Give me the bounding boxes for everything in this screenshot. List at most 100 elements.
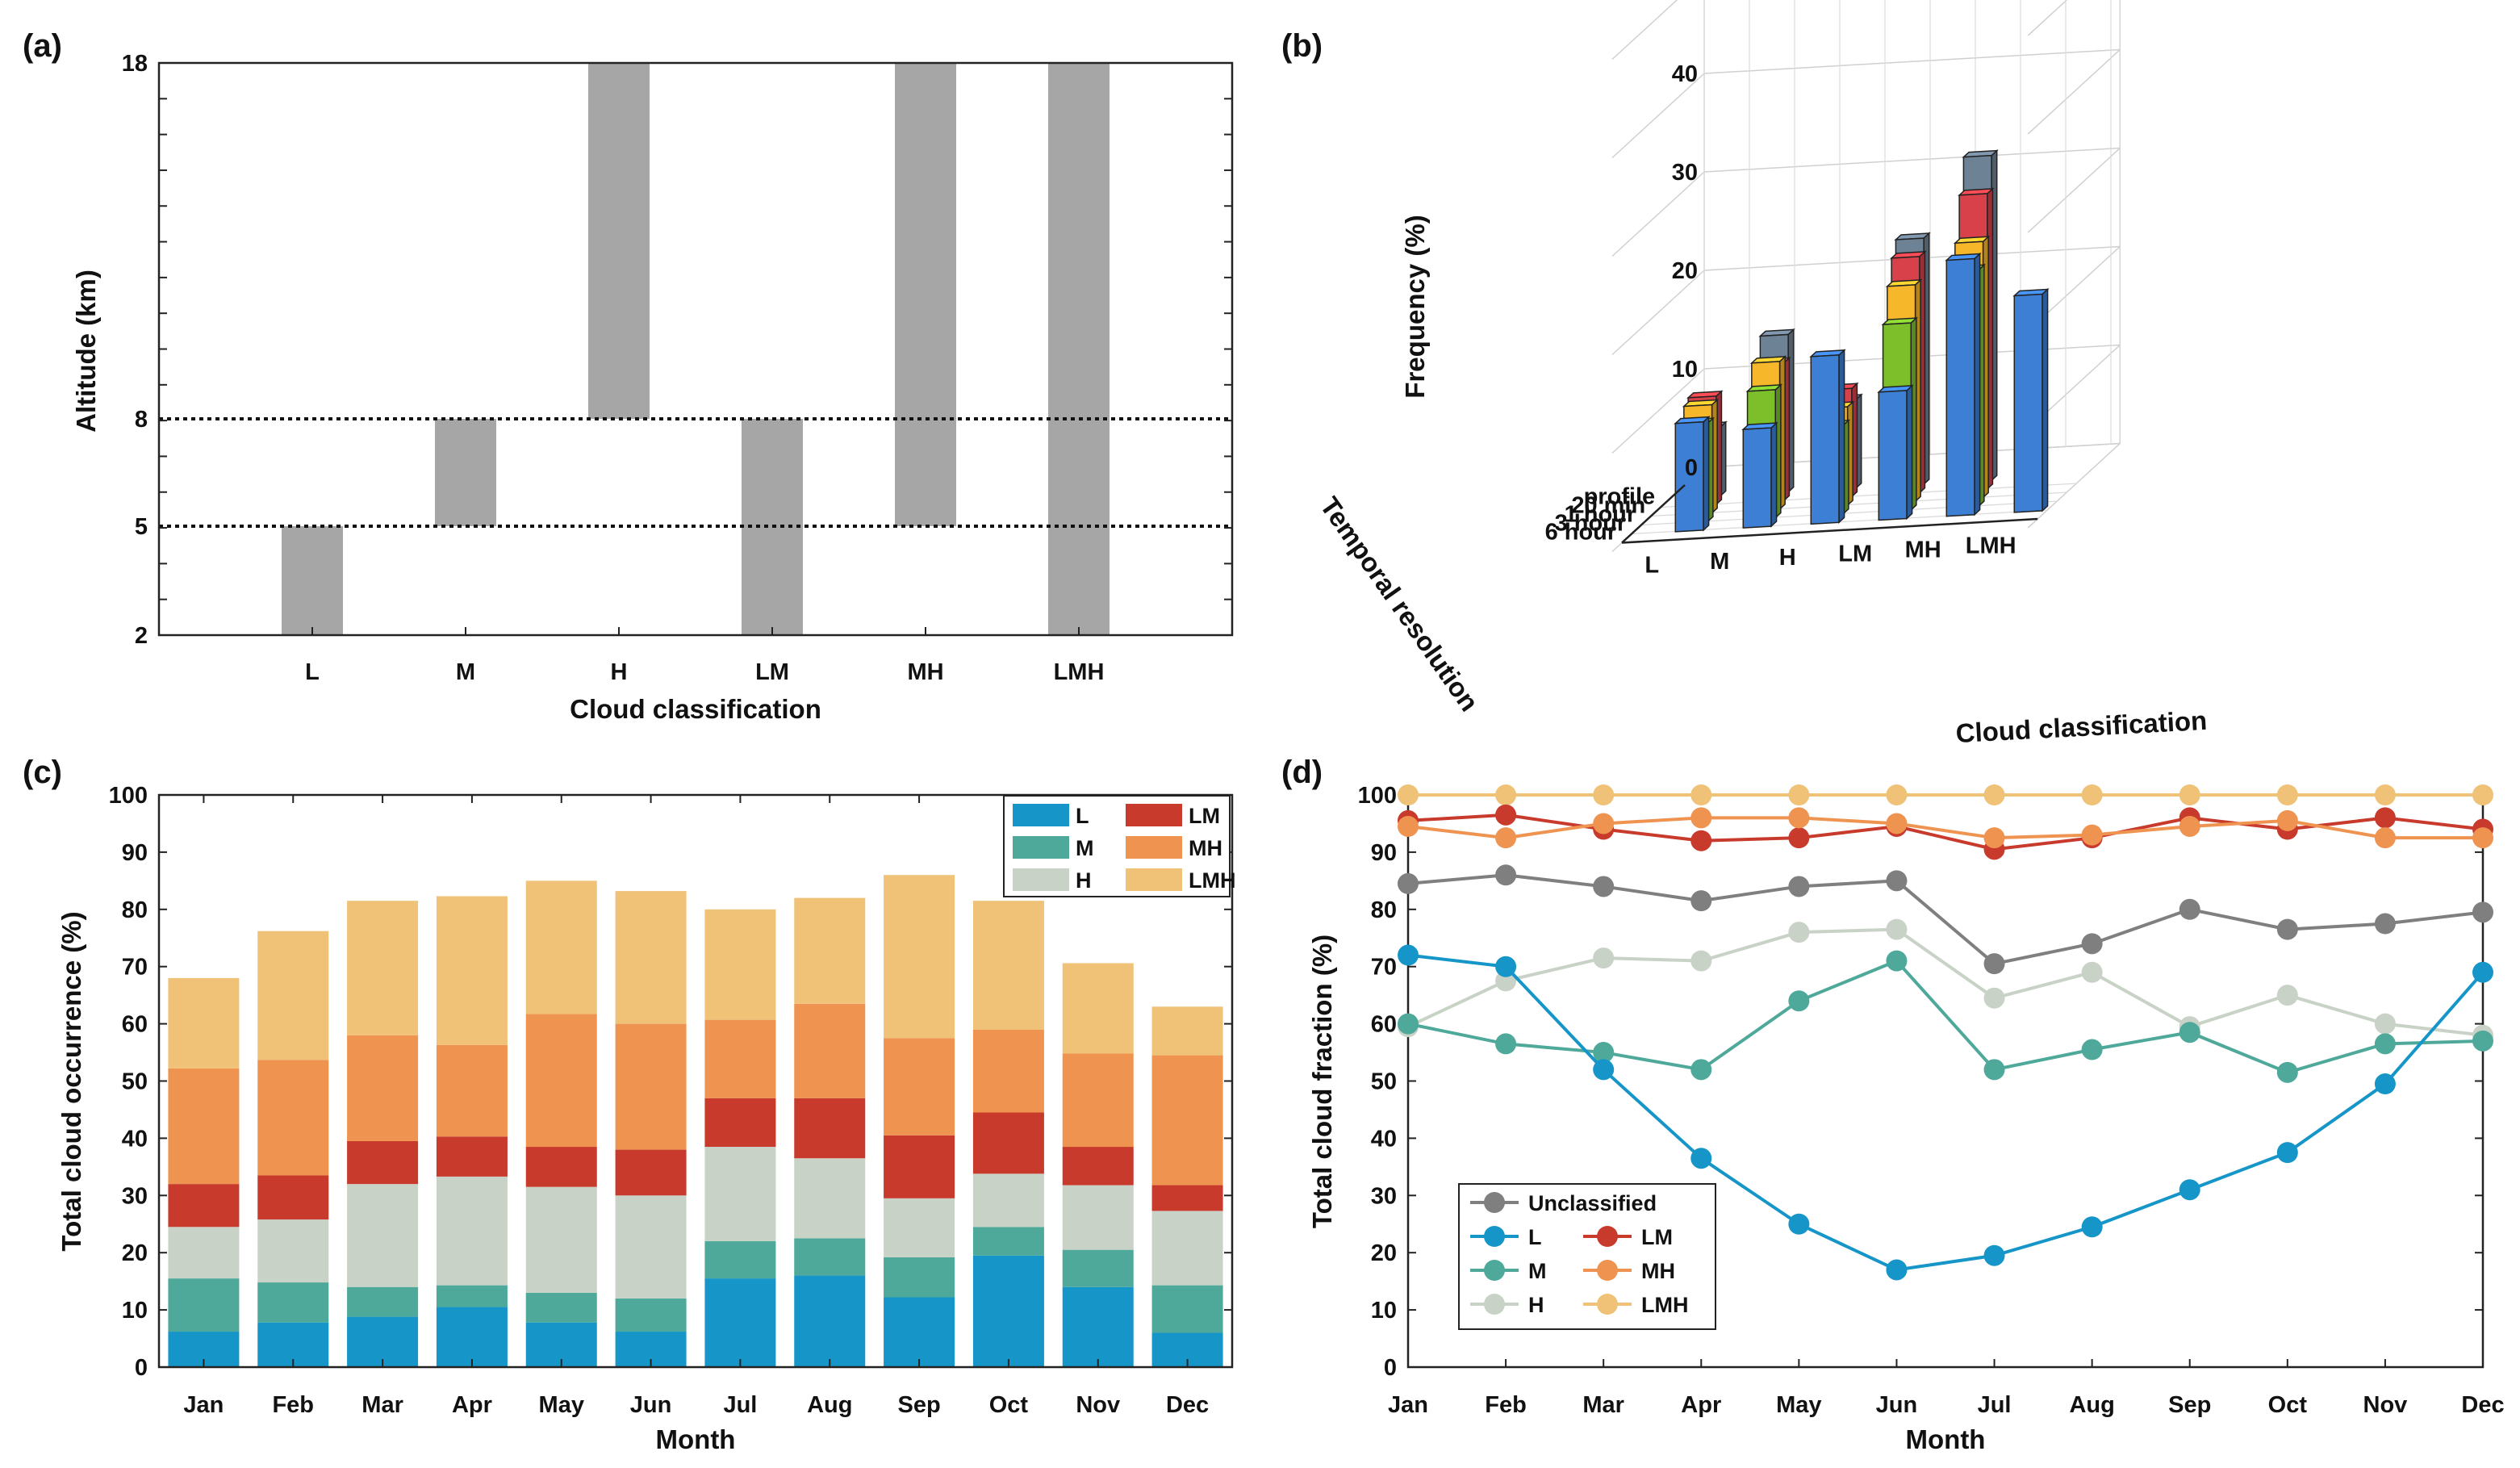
- panel-b-label: (b): [1281, 28, 1323, 64]
- panel-d-y-tick-10: 10: [1371, 1298, 1397, 1324]
- panel-c-bar-mh-nov: [1062, 1053, 1134, 1148]
- panel-d-legend-label-lm: LM: [1641, 1225, 1673, 1249]
- panel-d-point-lmh-feb: [1495, 784, 1517, 805]
- panel-d-series-m: [1398, 950, 2493, 1083]
- panel-b-z-tick-20: 20: [1672, 258, 1698, 284]
- panel-b-x-tick-m: M: [1710, 549, 1729, 575]
- panel-d-point-l-apr: [1690, 1148, 1712, 1169]
- panel-d-point-unclassified-apr: [1690, 890, 1712, 912]
- panel-d-point-unclassified-dec: [2472, 901, 2493, 923]
- panel-d-series-mh: [1398, 807, 2493, 849]
- panel-d-point-l-mar: [1593, 1059, 1615, 1081]
- panel-a-label: (a): [23, 28, 62, 64]
- panel-d-point-mh-jun: [1886, 813, 1908, 834]
- panel-d-legend-marker-m: [1484, 1260, 1505, 1281]
- panel-d-line-m: [1407, 959, 2484, 1074]
- panel-a-x-tick-lm: LM: [755, 659, 789, 685]
- panel-c-bar-h-aug: [794, 1158, 866, 1239]
- panel-c-bar-m-mar: [347, 1286, 419, 1317]
- panel-c-bar-h-jun: [615, 1195, 687, 1299]
- panel-b-gridline: [2027, 443, 2121, 529]
- panel-c-bar-lmh-aug: [794, 897, 866, 1004]
- panel-c-bar-h-jul: [704, 1147, 776, 1242]
- panel-c-bar-h-may: [525, 1186, 597, 1293]
- panel-b-bar-front: [1945, 257, 1975, 517]
- panel-c-bar-h-nov: [1062, 1185, 1134, 1250]
- panel-d-point-unclassified-nov: [2374, 913, 2396, 935]
- panel-b-z-tick-0: 0: [1685, 455, 1698, 481]
- panel-c-legend-label-lm: LM: [1189, 804, 1220, 828]
- panel-b-x-tick-l: L: [1644, 553, 1659, 579]
- panel-b-bar-6-hour-l: [1674, 415, 1711, 533]
- panel-d-point-lmh-apr: [1690, 784, 1712, 805]
- panel-c-bar-lmh-feb: [257, 931, 329, 1060]
- panel-d-point-mh-apr: [1690, 807, 1712, 829]
- panel-d-x-tick-jan: Jan: [1388, 1392, 1428, 1418]
- panel-d-point-unclassified-jul: [1983, 953, 2005, 975]
- panel-c-y-tick-50: 50: [122, 1069, 148, 1095]
- panel-d-legend-marker-unclassified: [1484, 1192, 1505, 1213]
- panel-c-legend-swatch-mh: [1126, 836, 1182, 859]
- panel-c-y-tick-80: 80: [122, 897, 148, 923]
- panel-a-x-tick-mh: MH: [907, 659, 943, 685]
- panel-c-bar-m-apr: [436, 1285, 508, 1307]
- panel-c-bar-lm-dec: [1151, 1185, 1223, 1211]
- panel-c-bar-m-jun: [615, 1298, 687, 1332]
- panel-d-point-h-oct: [2276, 985, 2298, 1006]
- panel-d-legend-label-l: L: [1528, 1225, 1542, 1249]
- panel-d-legend-label-lmh: LMH: [1641, 1293, 1688, 1317]
- panel-c-bar-lm-nov: [1062, 1147, 1134, 1186]
- panel-a-y-axis-label: Altitude (km): [71, 270, 101, 433]
- panel-d-x-tick-oct: Oct: [2268, 1392, 2308, 1418]
- panel-a-x-axis-label: Cloud classification: [570, 694, 821, 724]
- panel-a-y-tick-8: 8: [135, 407, 148, 433]
- panel-c-bar-lmh-apr: [436, 896, 508, 1045]
- panel-d-y-tick-60: 60: [1371, 1012, 1397, 1038]
- panel-d-y-tick-80: 80: [1371, 897, 1397, 923]
- panel-b-gridline: [1611, 368, 1705, 454]
- panel-d-point-lmh-may: [1788, 784, 1810, 805]
- panel-d-point-lmh-sep: [2179, 784, 2200, 805]
- panel-b-bar-front: [1810, 354, 1840, 525]
- panel-b-z-tick-10: 10: [1672, 357, 1698, 383]
- panel-b-y-axis-label: Temporal resolution: [1314, 491, 1485, 717]
- panel-d-point-h-nov: [2374, 1013, 2396, 1035]
- panel-d-x-tick-nov: Nov: [2363, 1392, 2408, 1418]
- panel-c-bar-lm-may: [525, 1147, 597, 1187]
- panel-c-bar-lmh-nov: [1062, 963, 1134, 1054]
- panel-d-legend-marker-mh: [1597, 1260, 1618, 1281]
- panel-b-y-tick-1-hour: 1 hour: [1565, 501, 1636, 527]
- panel-c-legend-swatch-lm: [1126, 804, 1182, 826]
- panel-c-x-tick-may: May: [539, 1392, 584, 1418]
- panel-c-bar-lm-jan: [168, 1184, 240, 1228]
- panel-d-point-unclassified-mar: [1593, 876, 1615, 897]
- panel-b-bar-6-hour-lmh: [2012, 287, 2050, 513]
- panel-c-bar-lmh-jul: [704, 909, 776, 1020]
- panel-d-point-m-jul: [1983, 1059, 2005, 1081]
- panel-d: (d) 0 10 20 30 40 50 60 70 80 90 100 Jan Feb Mar Apr Ma…: [1281, 755, 2505, 1454]
- panel-d-legend-marker-h: [1484, 1294, 1505, 1315]
- panel-d-y-tick-40: 40: [1371, 1126, 1397, 1152]
- panel-d-y-tick-100: 100: [1358, 783, 1397, 809]
- panel-c-bar-l-apr: [436, 1307, 508, 1367]
- panel-d-legend-label-unclassified: Unclassified: [1528, 1191, 1657, 1215]
- panel-d-label: (d): [1281, 755, 1323, 790]
- panel-c-x-tick-mar: Mar: [361, 1392, 403, 1418]
- panel-c-x-tick-jul: Jul: [723, 1392, 757, 1418]
- panel-d-y-tick-30: 30: [1371, 1183, 1397, 1209]
- panel-d-point-l-nov: [2374, 1073, 2396, 1095]
- panel-d-point-lm-feb: [1495, 804, 1517, 826]
- panel-b-bar-side: [2041, 287, 2049, 512]
- panel-d-point-m-sep: [2179, 1022, 2200, 1043]
- panel-d-point-lmh-dec: [2472, 784, 2493, 805]
- panel-d-point-m-jan: [1398, 1013, 1419, 1035]
- panel-b-bar-front: [2013, 293, 2043, 513]
- panel-d-point-m-feb: [1495, 1033, 1517, 1055]
- panel-c-bar-mh-apr: [436, 1044, 508, 1137]
- panel-b-bar-side: [1770, 421, 1778, 528]
- panel-d-y-tick-20: 20: [1371, 1240, 1397, 1266]
- panel-d-x-tick-may: May: [1776, 1392, 1821, 1418]
- panel-d-point-lmh-oct: [2276, 784, 2298, 805]
- panel-d-point-mh-jul: [1983, 827, 2005, 849]
- panel-c-bar-lm-jun: [615, 1149, 687, 1196]
